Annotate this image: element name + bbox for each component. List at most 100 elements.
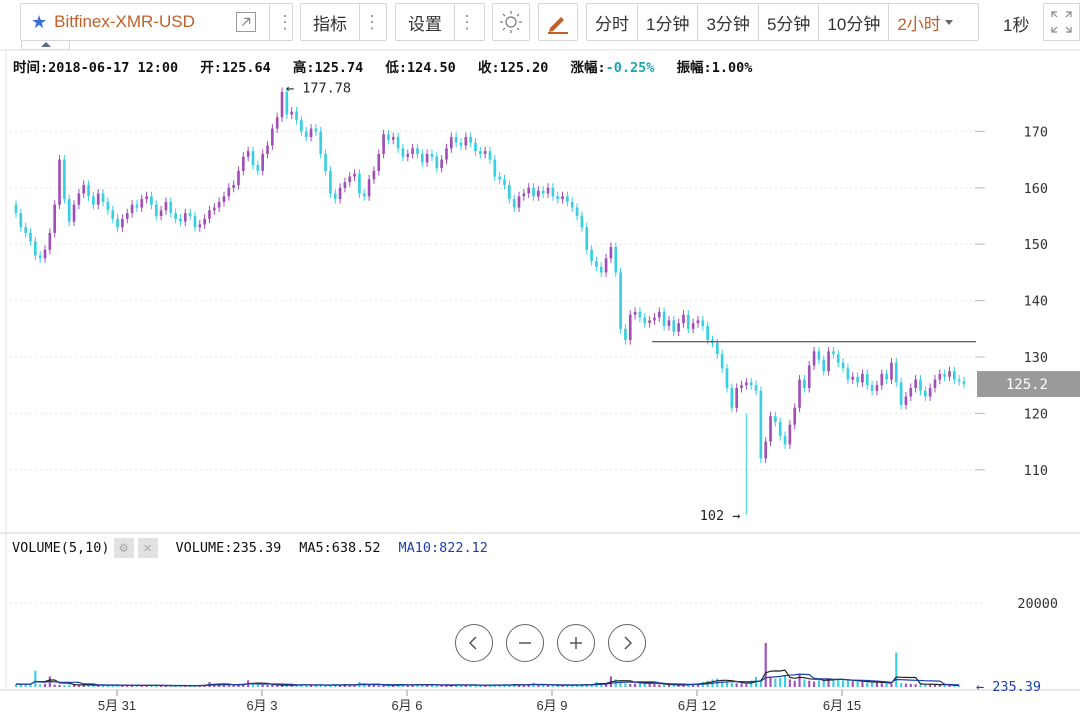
candle-body	[290, 111, 294, 115]
candle-body	[923, 390, 927, 397]
candle-body	[358, 173, 361, 194]
candle-body	[449, 137, 453, 149]
candle-body	[34, 241, 37, 256]
volume-ma10: MA10:822.12	[398, 540, 488, 556]
gear-icon[interactable]: ⚙	[113, 538, 134, 558]
candle-body	[87, 184, 90, 197]
period-3min[interactable]: 3分钟	[698, 4, 759, 40]
candle-body	[769, 416, 772, 442]
current-price-tag	[977, 371, 1080, 398]
period-selector: 分时 1分钟 3分钟 5分钟 10分钟 2小时	[586, 3, 979, 41]
candle-body	[266, 145, 269, 154]
seconds-label[interactable]: 1秒	[1003, 16, 1030, 35]
symbol-selector[interactable]: ★ Bitfinex-XMR-USD ⋮	[20, 3, 294, 41]
candle-body	[92, 196, 95, 205]
candle-body	[24, 227, 28, 233]
current-price-label: 125.2	[1006, 377, 1048, 393]
ohlc-info: 时间:2018-06-17 12:00 开:125.64 高:125.74 低:…	[13, 56, 766, 76]
candle-body	[696, 320, 700, 324]
candle-body	[807, 365, 811, 389]
indicators-button[interactable]: 指标 ⋮	[300, 3, 387, 41]
period-10min[interactable]: 10分钟	[819, 4, 890, 40]
candle-body	[179, 218, 182, 222]
volume-title: VOLUME(5,10)	[12, 540, 110, 556]
candle-body	[372, 170, 376, 180]
candle-body	[503, 179, 506, 185]
candle-body	[720, 354, 724, 369]
price-tick-label: 110	[1024, 463, 1048, 479]
candle-body	[919, 379, 922, 391]
candle-body	[275, 117, 279, 129]
divider	[269, 4, 270, 40]
min-price-label: 102 →	[700, 508, 741, 524]
volume-ma5: MA5:638.52	[299, 540, 381, 556]
candle-body	[566, 196, 569, 202]
candle-body	[445, 148, 448, 160]
candle-body	[174, 213, 177, 219]
candle-body	[101, 193, 105, 202]
candle-body	[314, 128, 318, 132]
price-tick-label: 130	[1024, 350, 1048, 366]
candle-body	[483, 151, 487, 154]
more-icon[interactable]: ⋮	[363, 12, 381, 32]
candle-body	[193, 216, 197, 228]
candle-body	[948, 371, 951, 377]
symbol-name[interactable]: Bitfinex-XMR-USD	[54, 12, 195, 31]
draw-button[interactable]	[538, 3, 578, 41]
candle-body	[14, 204, 18, 214]
current-volume-label: ← 235.39	[976, 679, 1041, 695]
candle-body	[469, 137, 472, 143]
candle-body	[203, 218, 206, 225]
fullscreen-button[interactable]	[1043, 3, 1080, 41]
candle-body	[759, 390, 763, 459]
plus-icon	[570, 637, 582, 649]
period-2h-label: 2小时	[897, 14, 941, 34]
period-5min[interactable]: 5分钟	[759, 4, 820, 40]
zoom-out-button[interactable]	[506, 624, 544, 662]
candle-body	[933, 379, 937, 389]
candle-body	[164, 201, 168, 211]
candle-body	[870, 385, 874, 391]
candle-body	[890, 362, 893, 380]
external-link-icon[interactable]	[236, 12, 256, 32]
candle-body	[619, 272, 622, 329]
period-2h-dropdown[interactable]: 2小时	[889, 4, 960, 40]
settings-button[interactable]: 设置 ⋮	[395, 3, 485, 41]
price-tick-label: 170	[1024, 124, 1048, 140]
candle-body	[329, 170, 332, 194]
price-tick-label: 140	[1024, 294, 1048, 310]
star-icon[interactable]: ★	[31, 11, 48, 32]
candle-body	[575, 207, 579, 216]
candle-body	[125, 213, 129, 219]
candle-body	[899, 382, 903, 405]
candle-body	[604, 258, 608, 273]
candle-body	[237, 170, 240, 185]
candle-body	[261, 153, 265, 171]
candle-body	[832, 351, 835, 355]
candle-body	[425, 153, 429, 163]
candle-body	[633, 311, 637, 315]
theme-button[interactable]	[492, 3, 530, 41]
period-timeshare[interactable]: 分时	[587, 4, 638, 40]
scroll-left-button[interactable]	[455, 624, 493, 662]
candle-body	[58, 159, 61, 205]
candle-body	[783, 435, 787, 445]
more-icon[interactable]: ⋮	[458, 12, 476, 32]
candle-body	[121, 218, 124, 228]
close-icon[interactable]: ✕	[137, 538, 158, 558]
candle-body	[595, 261, 598, 267]
scroll-right-button[interactable]	[608, 624, 646, 662]
more-icon[interactable]: ⋮	[276, 12, 294, 32]
candle-body	[827, 351, 830, 372]
ma10-line	[15, 673, 960, 687]
candle-body	[943, 373, 946, 377]
time-tick-label: 6月 9	[536, 698, 567, 713]
candle-body	[271, 128, 274, 146]
candle-body	[183, 213, 187, 222]
zoom-in-button[interactable]	[557, 624, 595, 662]
period-1min[interactable]: 1分钟	[638, 4, 699, 40]
candle-body	[382, 134, 385, 154]
price-axis: 110 120 130 140 150 160 170 20000	[975, 124, 1058, 612]
candle-body	[406, 153, 410, 157]
